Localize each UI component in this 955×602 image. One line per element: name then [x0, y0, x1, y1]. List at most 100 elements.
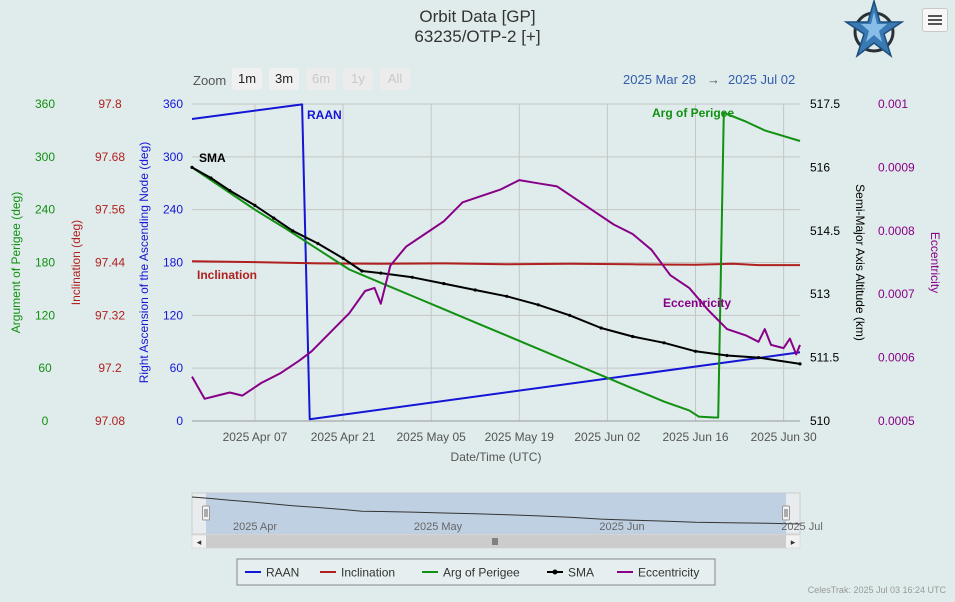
inc-tick-label: 97.44: [95, 256, 125, 270]
x-tick-label: 2025 Jun 02: [574, 430, 640, 444]
ecc-tick-label: 0.0005: [878, 414, 915, 428]
sma-data-point: [599, 326, 603, 330]
legend-item-inclination[interactable]: Inclination: [341, 566, 395, 580]
series-annotation: Inclination: [197, 268, 257, 282]
sma-data-point: [228, 189, 232, 193]
sma-data-point: [360, 269, 364, 273]
sma-data-point: [568, 313, 572, 317]
legend-item-arg-of-perigee[interactable]: Arg of Perigee: [443, 566, 520, 580]
raan-tick-label: 240: [163, 203, 183, 217]
argp-tick-label: 300: [35, 150, 55, 164]
legend-item-raan[interactable]: RAAN: [266, 566, 299, 580]
series-annotation: SMA: [199, 151, 226, 165]
sma-data-point: [798, 362, 802, 366]
inclination-series-line: [191, 260, 800, 267]
sma-data-point: [473, 288, 477, 292]
sma-data-point: [693, 349, 698, 353]
argp-tick-label: 240: [35, 203, 55, 217]
navigator-date-label: 2025 May: [414, 521, 463, 533]
x-tick-label: 2025 Jun 16: [662, 430, 728, 444]
inc-tick-label: 97.68: [95, 150, 125, 164]
x-tick-label: 2025 May 05: [396, 430, 466, 444]
zoom-6m-button[interactable]: 6m: [306, 68, 336, 90]
zoom-1y-button[interactable]: 1y: [343, 68, 373, 90]
sma-tick-label: 511.5: [810, 351, 839, 365]
raan-tick-label: 300: [163, 150, 183, 164]
chart-subtitle[interactable]: 63235/OTP-2 [+]: [414, 27, 541, 46]
sma-data-point: [379, 271, 383, 275]
inc-axis-title: Inclination (deg): [69, 220, 83, 305]
scroll-right-arrow-icon[interactable]: ▸: [791, 537, 796, 547]
argp-tick-label: 360: [35, 97, 55, 111]
navigator-date-label: 2025 Jun: [599, 521, 644, 533]
raan-axis-title: Right Ascension of the Ascending Node (d…: [137, 142, 151, 384]
x-tick-label: 2025 Apr 07: [223, 430, 288, 444]
x-tick-label: 2025 Jun 30: [751, 430, 817, 444]
raan-tick-label: 360: [163, 97, 183, 111]
range-to-input[interactable]: 2025 Jul 02: [728, 72, 796, 87]
sma-data-point: [662, 341, 666, 345]
zoom-1m-button[interactable]: 1m: [232, 68, 262, 90]
ecc-tick-label: 0.0009: [878, 160, 915, 174]
hamburger-menu-icon: [928, 15, 942, 17]
inc-tick-label: 97.2: [98, 361, 122, 375]
sma-data-point: [442, 282, 446, 286]
ecc-tick-label: 0.0007: [878, 287, 915, 301]
inc-tick-label: 97.08: [95, 414, 125, 428]
sma-data-point: [536, 303, 540, 307]
x-tick-label: 2025 Apr 21: [311, 430, 376, 444]
legend-marker[interactable]: [552, 569, 558, 575]
sma-data-point: [410, 275, 414, 279]
sma-axis-title: Semi-Major Axis Altitude (km): [853, 184, 867, 341]
sma-data-point: [253, 203, 257, 207]
x-axis-title: Date/Time (UTC): [451, 450, 542, 464]
series-annotation: RAAN: [307, 108, 342, 122]
chart-menu-button[interactable]: [922, 8, 948, 32]
scroll-left-arrow-icon[interactable]: ◂: [197, 537, 202, 547]
sma-data-point: [291, 229, 295, 233]
range-arrow: →: [707, 72, 720, 87]
inc-tick-label: 97.56: [95, 203, 125, 217]
zoom-label: Zoom: [193, 73, 227, 88]
navigator-sma-line: [191, 496, 801, 525]
raan-tick-label: 120: [163, 308, 183, 322]
sma-data-point: [190, 165, 194, 169]
argp-tick-label: 120: [35, 308, 55, 322]
series-annotation: Arg of Perigee: [652, 106, 734, 120]
legend-item-eccentricity[interactable]: Eccentricity: [638, 566, 699, 580]
sma-data-point: [272, 216, 276, 220]
legend-item-sma[interactable]: SMA: [568, 566, 594, 580]
navigator-handle[interactable]: [782, 505, 790, 521]
argp-tick-label: 0: [42, 414, 49, 428]
sma-data-point: [209, 176, 213, 180]
legend-box: [236, 558, 716, 586]
chart-title: Orbit Data [GP]: [419, 7, 536, 26]
x-tick-label: 2025 May 19: [485, 430, 555, 444]
ecc-tick-label: 0.001: [878, 97, 908, 111]
zoom-all-button[interactable]: All: [380, 68, 410, 90]
range-from-input[interactable]: 2025 Mar 28: [623, 72, 696, 87]
sma-tick-label: 510: [810, 414, 830, 428]
raan-tick-label: 60: [170, 361, 184, 375]
raan-series-line: [191, 103, 801, 421]
credits-text[interactable]: CelesTrak: 2025 Jul 03 16:24 UTC: [807, 585, 946, 595]
zoom-3m-button[interactable]: 3m: [269, 68, 299, 90]
navigator-date-label: 2025 Apr: [233, 521, 277, 533]
celestrak-logo-icon[interactable]: [840, 0, 906, 62]
inc-tick-label: 97.32: [95, 308, 125, 322]
sma-data-point: [341, 256, 345, 260]
navigator-date-label: 2025 Jul: [781, 521, 823, 533]
sma-tick-label: 516: [810, 160, 830, 174]
sma-data-point: [631, 334, 635, 339]
navigator-scrollbar-thumb[interactable]: [206, 535, 786, 548]
argp-axis-title: Argument of Perigee (deg): [9, 192, 23, 333]
eccentricity-series-line: [191, 179, 801, 400]
navigator-handle[interactable]: [202, 505, 210, 521]
argp-tick-label: 60: [38, 361, 52, 375]
sma-data-point: [725, 353, 729, 358]
navigator-selected-range[interactable]: [206, 493, 786, 534]
ecc-axis-title: Eccentricity: [928, 232, 942, 293]
ecc-tick-label: 0.0006: [878, 351, 915, 365]
series-annotation: Eccentricity: [663, 296, 731, 310]
